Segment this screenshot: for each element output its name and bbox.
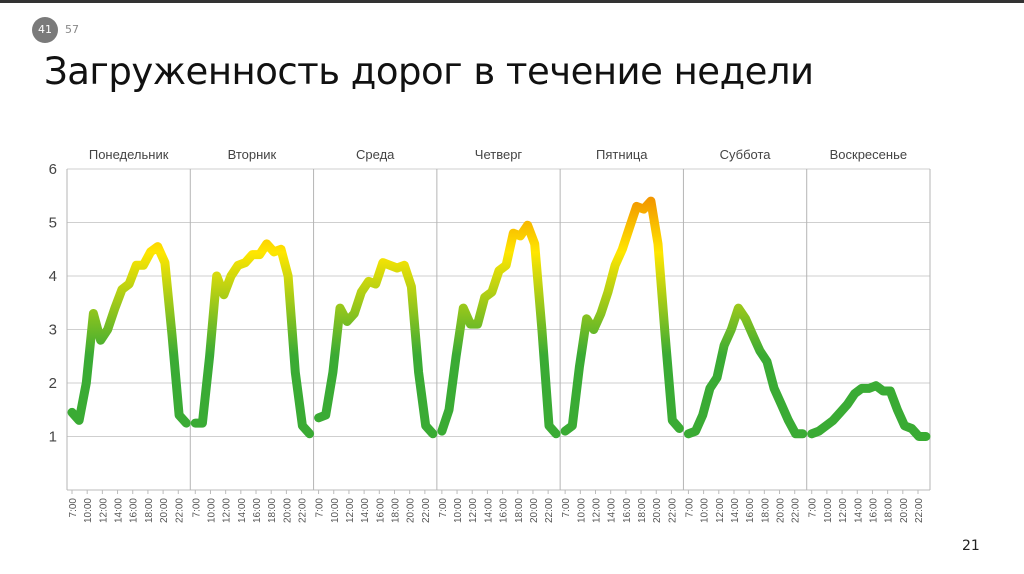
x-tick-label: 22:00	[298, 498, 309, 523]
x-tick-label: 16:00	[129, 498, 140, 523]
x-tick-label: 16:00	[499, 498, 510, 523]
slide-number-badge: 41	[32, 17, 58, 43]
x-tick-label: 22:00	[667, 498, 678, 523]
x-tick-label: 18:00	[760, 498, 771, 523]
day-label: Воскресенье	[830, 147, 907, 162]
x-tick-label: 7:00	[684, 498, 695, 518]
x-tick-label: 22:00	[174, 498, 185, 523]
x-tick-label: 16:00	[868, 498, 879, 523]
x-tick-label: 16:00	[252, 498, 263, 523]
x-tick-label: 12:00	[222, 498, 233, 523]
top-border	[0, 0, 1024, 3]
x-tick-label: 7:00	[68, 498, 79, 518]
x-tick-label: 14:00	[114, 498, 125, 523]
x-tick-label: 7:00	[561, 498, 572, 518]
x-tick-label: 12:00	[592, 498, 603, 523]
x-tick-label: 10:00	[453, 498, 464, 523]
x-tick-label: 20:00	[899, 498, 910, 523]
slide-total: 57	[65, 23, 79, 36]
x-tick-label: 14:00	[483, 498, 494, 523]
x-tick-label: 12:00	[468, 498, 479, 523]
x-tick-label: 18:00	[514, 498, 525, 523]
x-tick-label: 7:00	[808, 498, 819, 518]
x-tick-label: 10:00	[83, 498, 94, 523]
y-tick-label: 5	[49, 215, 57, 232]
x-tick-label: 12:00	[345, 498, 356, 523]
x-tick-label: 22:00	[421, 498, 432, 523]
slide-title: Загруженность дорог в течение недели	[44, 50, 814, 93]
series-line-1	[67, 242, 191, 428]
x-tick-label: 12:00	[98, 498, 109, 523]
series-line-7	[807, 381, 931, 441]
x-tick-label: 18:00	[884, 498, 895, 523]
x-tick-label: 16:00	[745, 498, 756, 523]
x-tick-label: 12:00	[715, 498, 726, 523]
x-tick-label: 7:00	[315, 498, 326, 518]
series-line-6	[683, 303, 808, 439]
x-tick-label: 20:00	[282, 498, 293, 523]
x-tick-label: 18:00	[637, 498, 648, 523]
x-tick-label: 14:00	[730, 498, 741, 523]
y-tick-label: 3	[49, 322, 57, 339]
x-tick-label: 14:00	[607, 498, 618, 523]
series-line-3	[314, 258, 438, 439]
y-tick-label: 6	[49, 161, 57, 178]
x-tick-label: 20:00	[652, 498, 663, 523]
x-tick-label: 12:00	[838, 498, 849, 523]
x-tick-label: 10:00	[700, 498, 711, 523]
series-line-2	[190, 239, 315, 439]
x-tick-label: 22:00	[544, 498, 555, 523]
day-label: Пятница	[596, 147, 648, 162]
day-label: Понедельник	[89, 147, 169, 162]
x-tick-label: 10:00	[330, 498, 341, 523]
day-label: Четверг	[475, 147, 523, 162]
series-line-4	[437, 220, 561, 439]
x-tick-label: 20:00	[406, 498, 417, 523]
x-tick-label: 22:00	[791, 498, 802, 523]
y-tick-label: 1	[49, 429, 57, 446]
x-tick-label: 10:00	[206, 498, 217, 523]
x-tick-label: 14:00	[853, 498, 864, 523]
y-tick-label: 2	[49, 375, 57, 392]
x-tick-label: 16:00	[375, 498, 386, 523]
x-tick-label: 14:00	[237, 498, 248, 523]
x-tick-label: 22:00	[914, 498, 925, 523]
day-label: Вторник	[228, 147, 277, 162]
x-tick-label: 20:00	[529, 498, 540, 523]
x-tick-label: 7:00	[438, 498, 449, 518]
x-tick-label: 18:00	[267, 498, 278, 523]
x-tick-label: 20:00	[776, 498, 787, 523]
page-number: 21	[962, 538, 980, 554]
day-label: Среда	[356, 147, 395, 162]
series-line-5	[560, 196, 684, 436]
x-tick-label: 16:00	[622, 498, 633, 523]
x-tick-label: 10:00	[823, 498, 834, 523]
x-tick-label: 7:00	[191, 498, 202, 518]
y-tick-label: 4	[49, 268, 57, 285]
x-tick-label: 20:00	[159, 498, 170, 523]
x-tick-label: 14:00	[360, 498, 371, 523]
x-tick-label: 18:00	[144, 498, 155, 523]
x-tick-label: 18:00	[390, 498, 401, 523]
day-label: Суббота	[720, 147, 772, 162]
x-tick-label: 10:00	[576, 498, 587, 523]
